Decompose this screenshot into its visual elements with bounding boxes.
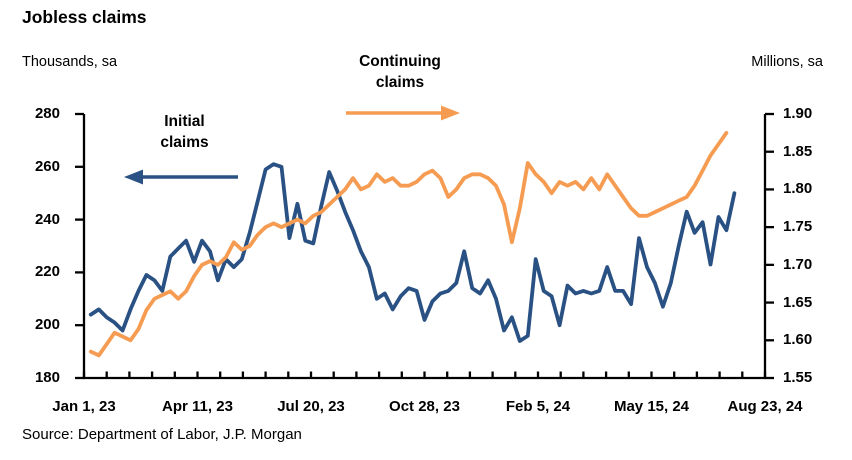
left-axis-tick-label: 260 (34, 157, 60, 175)
right-axis-tick-label: 1.80 (783, 180, 813, 198)
initial-claims-arrow-head (124, 169, 143, 185)
left-axis-tick-label: 200 (34, 316, 60, 334)
initial-claims-line (88, 162, 737, 343)
right-axis-tick-label: 1.60 (783, 331, 813, 349)
right-axis-tick-label: 1.55 (783, 369, 813, 386)
continuing-claims-line (88, 130, 729, 358)
initial-claims-legend-line2: claims (160, 134, 209, 151)
right-axis-tick-label: 1.65 (783, 293, 813, 311)
x-axis-tick-label: May 15, 24 (613, 398, 690, 415)
right-axis-unit-label: Millions, sa (751, 54, 823, 70)
continuing-claims-legend-line2: claims (375, 74, 425, 91)
right-axis-tick-label: 1.70 (783, 255, 813, 273)
left-axis-tick-label: 220 (34, 263, 60, 281)
x-axis-tick-label: Jan 1, 23 (52, 398, 116, 415)
x-axis-tick-label: Apr 11, 23 (162, 398, 233, 415)
continuing-claims-arrow-head (441, 105, 460, 121)
continuing-claims-legend-line1: Continuing (359, 53, 441, 70)
initial-claims-legend-line1: Initial (164, 113, 205, 130)
left-axis-tick-label: 240 (34, 210, 60, 228)
right-axis-tick-label: 1.75 (783, 218, 813, 236)
x-axis-tick-label: Feb 5, 24 (505, 398, 571, 415)
x-axis-tick-label: Aug 23, 24 (727, 398, 803, 415)
right-axis-tick-label: 1.90 (783, 105, 813, 122)
left-axis-tick-label: 280 (34, 105, 60, 122)
left-axis-tick-label: 180 (34, 369, 60, 386)
continuing-claims-legend: Continuing claims (325, 51, 475, 93)
x-axis-tick-label: Jul 20, 23 (277, 398, 345, 415)
initial-claims-legend: Initial claims (112, 111, 257, 153)
left-axis-unit-label: Thousands, sa (22, 54, 118, 70)
right-axis-tick-label: 1.85 (783, 142, 813, 160)
x-axis-tick-label: Oct 28, 23 (389, 398, 460, 415)
chart-title: Jobless claims (22, 7, 147, 27)
source-attribution: Source: Department of Labor, J.P. Morgan (22, 426, 302, 443)
